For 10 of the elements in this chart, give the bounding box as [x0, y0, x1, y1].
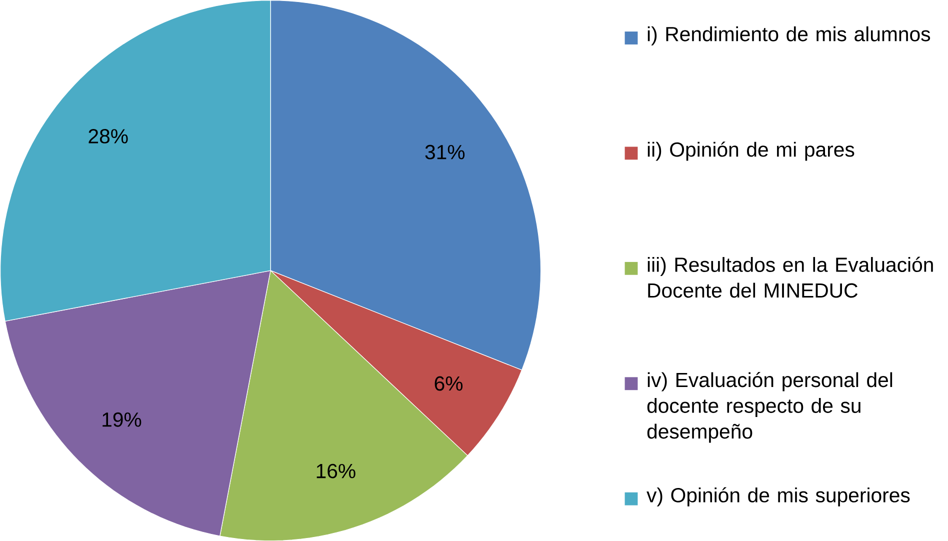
data-label: 16% [316, 464, 356, 478]
legend-label: iv) Evaluación personal del docente respecto de su desempeño [647, 372, 892, 443]
legend-label: ii) Opinión de mi pares [648, 142, 854, 161]
legend-label: iii) Resultados en la Evaluación Docente del MINEDUC [648, 256, 933, 298]
legend-label: v) Opinión de mis superiores [646, 487, 910, 506]
legend-label: i) Rendimiento de mis alumnos [648, 26, 930, 46]
data-label: 31% [425, 144, 465, 160]
data-label: 19% [102, 412, 142, 427]
data-label: 28% [88, 128, 128, 144]
data-label: 6% [434, 376, 463, 391]
